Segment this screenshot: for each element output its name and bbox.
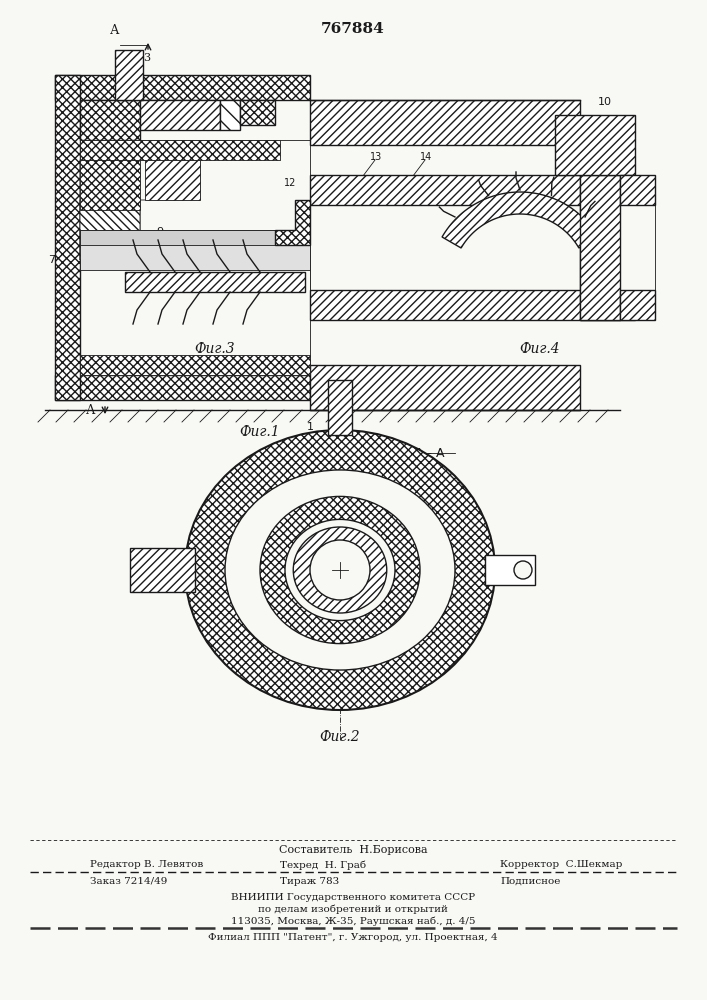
Text: А: А: [86, 403, 95, 416]
Polygon shape: [55, 75, 310, 100]
Polygon shape: [80, 140, 280, 160]
Polygon shape: [310, 175, 620, 205]
Ellipse shape: [293, 527, 387, 613]
Text: Техред  Н. Граб: Техред Н. Граб: [280, 860, 366, 869]
Polygon shape: [328, 380, 352, 435]
Polygon shape: [485, 555, 535, 585]
Text: Фиг.3: Фиг.3: [194, 342, 235, 356]
Text: 6: 6: [556, 302, 563, 312]
Circle shape: [514, 561, 532, 579]
Text: 3: 3: [143, 53, 150, 63]
Polygon shape: [80, 230, 310, 245]
Ellipse shape: [310, 540, 370, 600]
Text: А - А: А - А: [415, 447, 445, 460]
Polygon shape: [80, 160, 200, 260]
Text: 4: 4: [172, 87, 178, 97]
Text: 13: 13: [370, 152, 382, 162]
Polygon shape: [275, 200, 310, 245]
Polygon shape: [310, 365, 580, 410]
Text: ВНИИПИ Государственного комитета СССР: ВНИИПИ Государственного комитета СССР: [231, 893, 475, 902]
Polygon shape: [55, 75, 80, 400]
Text: Фиг.4: Фиг.4: [520, 342, 561, 356]
Polygon shape: [140, 100, 220, 130]
Polygon shape: [555, 115, 635, 175]
Polygon shape: [125, 272, 305, 292]
Text: 10: 10: [598, 97, 612, 107]
Text: 8: 8: [426, 456, 434, 469]
Text: Корректор  С.Шекмар: Корректор С.Шекмар: [500, 860, 622, 869]
Polygon shape: [442, 192, 598, 248]
Polygon shape: [80, 355, 310, 375]
Polygon shape: [580, 175, 620, 320]
Text: Подписное: Подписное: [500, 877, 561, 886]
Polygon shape: [80, 160, 140, 210]
Polygon shape: [620, 175, 655, 205]
Text: 8: 8: [112, 222, 119, 232]
Text: 113035, Москва, Ж-35, Раушская наб., д. 4/5: 113035, Москва, Ж-35, Раушская наб., д. …: [230, 917, 475, 926]
Text: Редактор В. Левятов: Редактор В. Левятов: [90, 860, 203, 869]
Polygon shape: [240, 100, 275, 125]
Polygon shape: [80, 140, 310, 375]
Text: Тираж 783: Тираж 783: [280, 877, 339, 886]
Text: 12: 12: [284, 178, 296, 188]
Polygon shape: [310, 100, 580, 145]
Polygon shape: [580, 175, 635, 320]
Text: 15: 15: [99, 87, 111, 97]
Polygon shape: [220, 100, 240, 130]
Text: Заказ 7214/49: Заказ 7214/49: [90, 877, 168, 886]
Text: Филиал ППП "Патент", г. Ужгород, ул. Проектная, 4: Филиал ППП "Патент", г. Ужгород, ул. Про…: [208, 933, 498, 942]
Polygon shape: [55, 375, 310, 400]
Text: 11: 11: [249, 87, 261, 97]
Ellipse shape: [185, 430, 495, 710]
Polygon shape: [80, 200, 140, 260]
Polygon shape: [620, 205, 655, 290]
Ellipse shape: [260, 496, 420, 644]
Polygon shape: [80, 100, 140, 140]
Text: 5: 5: [150, 87, 156, 97]
Polygon shape: [145, 160, 200, 200]
Text: 7: 7: [49, 255, 56, 265]
Polygon shape: [130, 548, 195, 592]
Text: Фиг.1: Фиг.1: [240, 425, 280, 439]
Text: 2: 2: [197, 87, 203, 97]
Text: 14: 14: [420, 152, 432, 162]
Polygon shape: [620, 290, 655, 320]
Text: А: А: [110, 24, 119, 37]
Text: 1: 1: [307, 422, 313, 432]
Text: Фиг.2: Фиг.2: [320, 730, 361, 744]
Polygon shape: [310, 290, 620, 320]
Text: 9: 9: [156, 227, 163, 237]
Ellipse shape: [225, 470, 455, 670]
Polygon shape: [80, 230, 310, 270]
Text: Составитель  Н.Борисова: Составитель Н.Борисова: [279, 845, 427, 855]
Text: по делам изобретений и открытий: по делам изобретений и открытий: [258, 905, 448, 914]
Text: 767884: 767884: [321, 22, 385, 36]
Polygon shape: [115, 50, 143, 100]
Polygon shape: [310, 205, 620, 290]
Ellipse shape: [285, 519, 395, 621]
